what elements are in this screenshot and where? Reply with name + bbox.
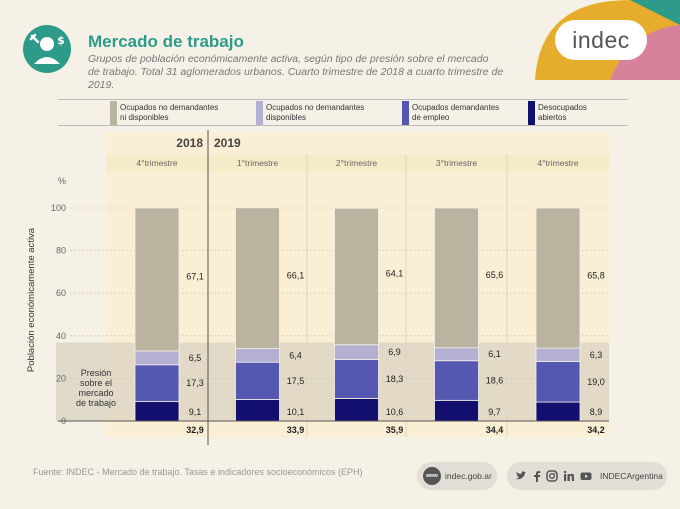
bar-value-label: 67,1 [186, 272, 204, 282]
bar-value-label: 9,1 [189, 407, 202, 417]
bar-segment [535, 361, 581, 403]
page-subtitle: Grupos de población económicamente activ… [88, 53, 528, 92]
bar-value-label: 6,9 [388, 347, 401, 357]
legend-label: ni disponibles [120, 112, 169, 122]
bar-value-label: 17,5 [287, 376, 305, 386]
website-label: indec.gob.ar [445, 471, 492, 481]
bar-value-label: 17,3 [186, 378, 204, 388]
instagram-icon[interactable] [546, 470, 558, 482]
y-axis-title: Población económicamente activa [26, 227, 37, 372]
bar-value-label: 10,1 [287, 407, 305, 417]
social-handle: INDECArgentina [600, 471, 663, 481]
quarter-label: 3°trimestre [436, 158, 477, 168]
bar-value-label: 64,1 [386, 269, 404, 279]
legend-swatch [528, 101, 535, 125]
bar-segment [134, 350, 180, 366]
bar-segment [235, 399, 280, 422]
quarter-label: 1°trimestre [237, 158, 278, 168]
y-tick-label: 80 [56, 246, 66, 256]
pressure-label: Presión [81, 368, 112, 378]
y-tick-label: 40 [56, 331, 66, 341]
linkedin-icon[interactable] [563, 470, 575, 482]
svg-text:$: $ [57, 34, 65, 47]
bar-value-label: 6,4 [289, 350, 302, 360]
bar-segment [235, 361, 280, 400]
chart-legend: Ocupados no demandantes ni disponibles O… [58, 99, 628, 126]
pressure-total-label: 32,9 [186, 425, 204, 435]
social-links[interactable]: INDECArgentina [507, 462, 667, 490]
worker-money-icon: $ [22, 24, 72, 74]
year-label: 2018 [176, 136, 203, 150]
legend-label: Desocupados [538, 103, 587, 112]
page-title: Mercado de trabajo [88, 32, 244, 51]
legend-label: disponibles [266, 112, 307, 122]
pressure-label: mercado [78, 388, 113, 398]
bar-segment [434, 207, 479, 349]
bar-segment [334, 344, 379, 360]
facebook-icon[interactable] [531, 470, 543, 482]
bar-value-label: 10,6 [386, 407, 404, 417]
youtube-icon[interactable] [580, 470, 592, 482]
pressure-label: sobre el [80, 378, 112, 388]
bar-segment [334, 207, 379, 346]
indec-logo[interactable]: indec [555, 20, 647, 60]
legend-swatch [402, 101, 409, 125]
bar-value-label: 19,0 [587, 377, 605, 387]
website-link[interactable]: www indec.gob.ar [417, 462, 497, 490]
bar-value-label: 6,3 [590, 350, 603, 360]
source-note: Fuente: INDEC - Mercado de trabajo. Tasa… [33, 467, 363, 477]
y-tick-label: 100 [51, 203, 66, 213]
bar-value-label: 9,7 [488, 407, 501, 417]
quarter-label: 4°trimestre [537, 158, 578, 168]
quarter-header-band [106, 155, 609, 171]
twitter-icon[interactable] [515, 470, 527, 482]
bar-value-label: 65,6 [486, 270, 504, 280]
subtitle-line-1: Grupos de población económicamente activ… [88, 53, 489, 65]
pressure-total-label: 33,9 [287, 425, 305, 435]
legend-swatch [110, 101, 117, 125]
bar-segment [134, 207, 180, 352]
bar-segment [134, 401, 180, 422]
pressure-label: de trabajo [76, 398, 116, 408]
bar-value-label: 6,1 [488, 349, 501, 359]
legend-label: de empleo [412, 112, 450, 122]
bar-segment [535, 401, 581, 422]
legend-label: Ocupados demandantes [412, 103, 500, 112]
bar-segment [434, 399, 479, 422]
bar-value-label: 66,1 [287, 270, 305, 280]
bar-segment [535, 207, 581, 349]
quarter-label: 4°trimestre [136, 158, 177, 168]
pressure-total-label: 34,2 [587, 425, 605, 435]
bar-segment [134, 364, 180, 403]
legend-label: Ocupados no demandantes [120, 103, 219, 112]
y-unit-label: % [58, 176, 66, 186]
quarter-label: 2°trimestre [336, 158, 377, 168]
bar-segment [235, 207, 280, 349]
bar-segment [434, 347, 479, 362]
bar-segment [535, 347, 581, 362]
bar-value-label: 18,3 [386, 374, 404, 384]
year-label: 2019 [214, 136, 241, 150]
bar-segment [235, 348, 280, 363]
bar-value-label: 18,6 [486, 376, 504, 386]
y-tick-label: 20 [56, 373, 66, 383]
pressure-total-label: 35,9 [386, 425, 404, 435]
y-tick-label: 60 [56, 288, 66, 298]
bar-value-label: 65,8 [587, 270, 605, 280]
subtitle-line-2: de trabajo. Total 31 aglomerados urbanos… [88, 66, 504, 91]
legend-label: Ocupados no demandantes [266, 103, 365, 112]
legend-swatch [256, 101, 263, 125]
legend-label: abiertos [538, 112, 567, 122]
bar-value-label: 6,5 [189, 353, 202, 363]
bar-value-label: 8,9 [590, 407, 603, 417]
bar-segment [434, 360, 479, 401]
globe-icon: www [423, 467, 441, 485]
bar-segment [334, 398, 379, 422]
bar-segment [334, 359, 379, 399]
pressure-total-label: 34,4 [486, 425, 504, 435]
